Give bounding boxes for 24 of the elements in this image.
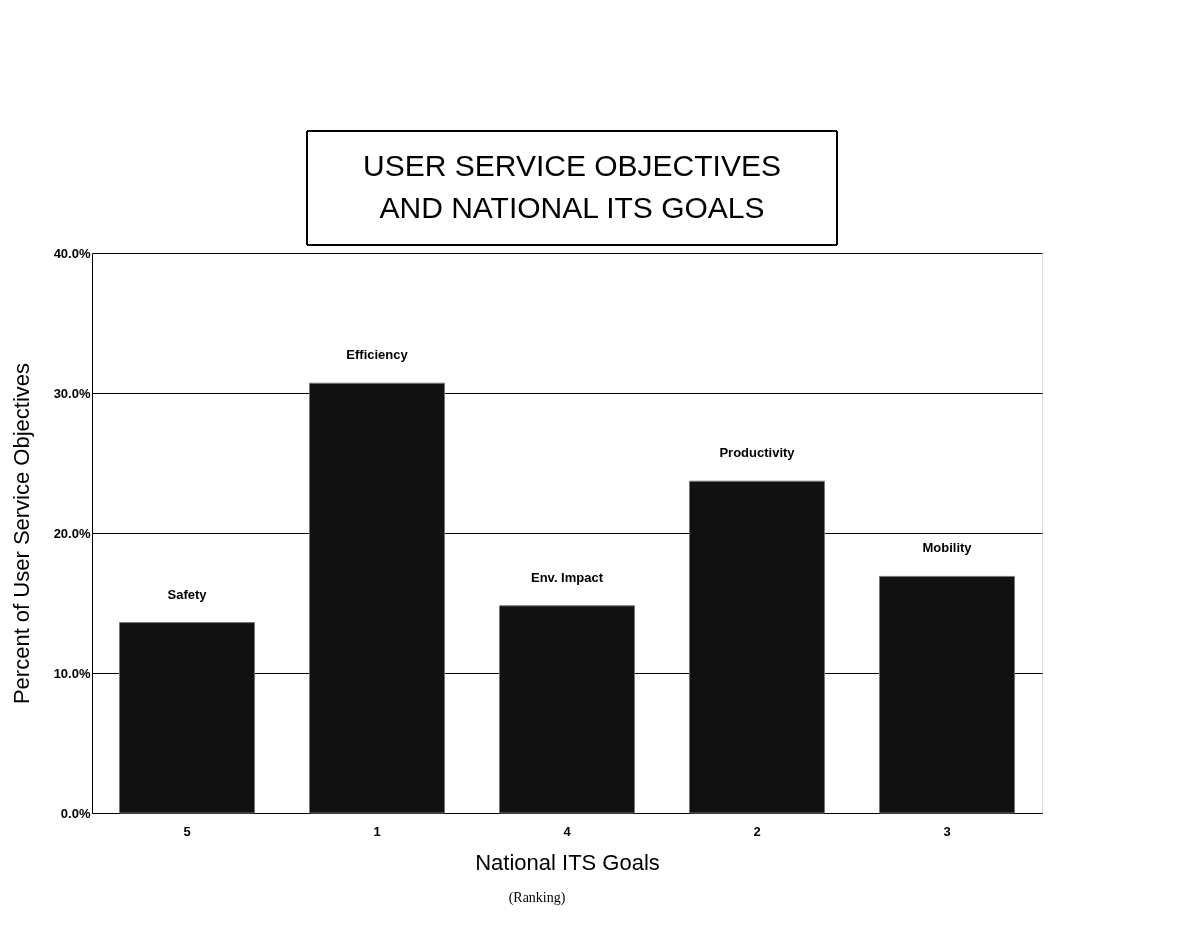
bar [499,605,635,814]
x-axis-title: National ITS Goals [475,849,660,875]
y-tick-label: 30.0% [53,385,91,401]
annotation: Env. Impact [530,569,604,585]
bar [689,480,825,814]
bar [309,382,445,814]
x-tick-label: 2 [753,823,761,839]
annotation: Mobility [922,540,973,556]
bar [879,575,1015,814]
x-tick-label: 5 [183,823,191,839]
y-tick-label: 10.0% [53,665,91,681]
y-axis-title: Percent of User Service Objectives [8,362,34,705]
y-tick-label: 0.0% [60,805,91,821]
y-tick-label: 40.0% [53,245,91,261]
y-tick-label: 20.0% [53,525,91,541]
annotation: Productivity [719,445,796,461]
text: (Ranking) [508,890,566,906]
x-tick-label: 1 [373,823,381,839]
annotation: Efficiency [346,347,409,363]
x-tick-label: 3 [943,823,951,839]
chart-title: USER SERVICE OBJECTIVES AND NATIONAL ITS GOALS [363,149,781,224]
annotation: Safety [167,586,208,602]
bar [119,622,255,814]
x-tick-label: 4 [563,823,572,839]
